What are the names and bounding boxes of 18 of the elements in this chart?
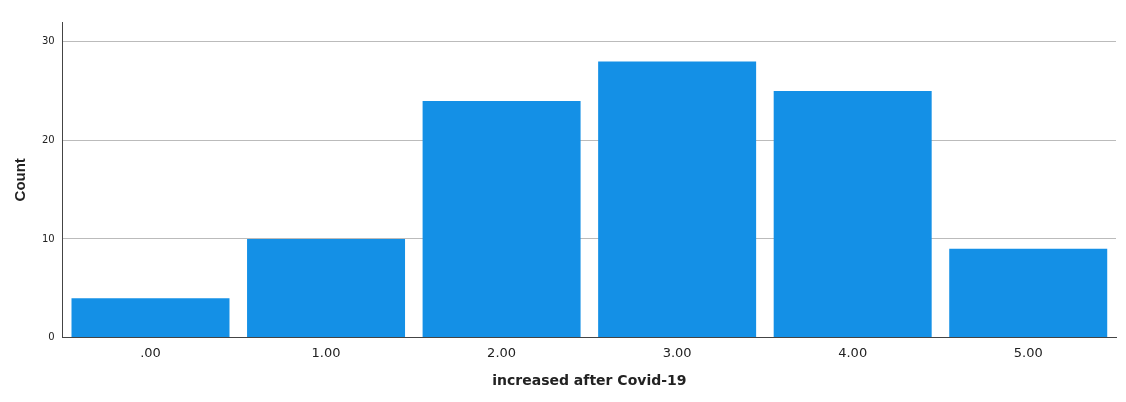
- x-tick-label: 3.00: [662, 344, 692, 360]
- y-tick-label: 0: [48, 331, 55, 343]
- x-axis-title: increased after Covid-19: [492, 372, 687, 389]
- x-tick-label: 4.00: [838, 344, 868, 360]
- bar: [949, 248, 1108, 338]
- x-tick-label: .00: [140, 344, 161, 360]
- bar: [422, 100, 581, 338]
- bar: [71, 298, 230, 338]
- bar: [247, 238, 406, 338]
- y-tick-label: 30: [41, 35, 55, 47]
- bar: [598, 61, 757, 338]
- x-tick-label: 2.00: [487, 344, 517, 360]
- bar: [773, 91, 932, 338]
- x-tick-label: 5.00: [1013, 344, 1043, 360]
- y-axis-title: Count: [11, 158, 29, 202]
- x-tick-label: 1.00: [311, 344, 341, 360]
- y-tick-label: 20: [41, 133, 55, 145]
- y-tick-label: 10: [41, 232, 55, 244]
